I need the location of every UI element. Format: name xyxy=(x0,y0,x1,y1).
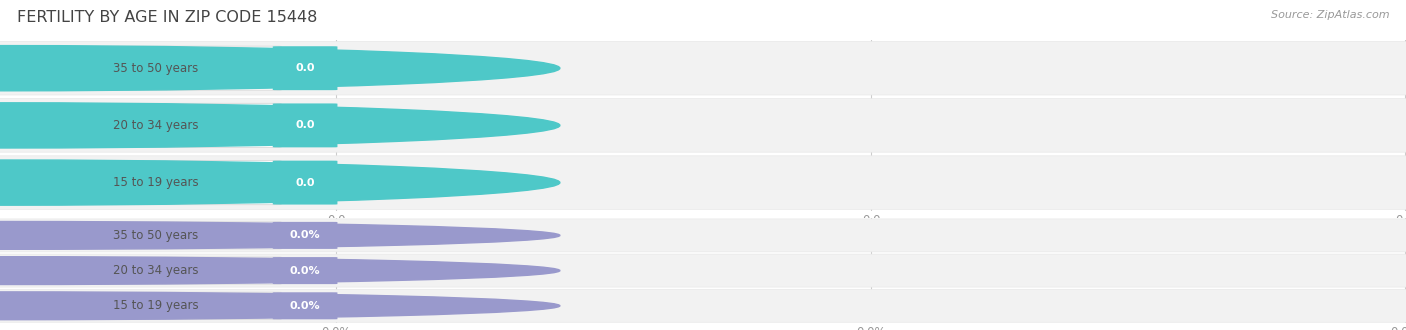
FancyBboxPatch shape xyxy=(273,161,337,205)
Circle shape xyxy=(0,221,560,249)
Text: 0.0: 0.0 xyxy=(295,63,315,73)
Circle shape xyxy=(0,46,560,91)
FancyBboxPatch shape xyxy=(0,254,1406,287)
FancyBboxPatch shape xyxy=(0,46,281,90)
Text: 0.0%: 0.0% xyxy=(290,266,321,276)
Circle shape xyxy=(0,257,560,284)
Text: 0.0: 0.0 xyxy=(295,120,315,130)
Text: 0.0%: 0.0% xyxy=(290,230,321,240)
FancyBboxPatch shape xyxy=(0,292,281,319)
Text: 0.0%: 0.0% xyxy=(290,301,321,311)
Text: 35 to 50 years: 35 to 50 years xyxy=(112,62,198,75)
Text: FERTILITY BY AGE IN ZIP CODE 15448: FERTILITY BY AGE IN ZIP CODE 15448 xyxy=(17,10,318,25)
FancyBboxPatch shape xyxy=(0,156,1406,209)
Text: 20 to 34 years: 20 to 34 years xyxy=(112,264,198,277)
FancyBboxPatch shape xyxy=(0,222,281,249)
FancyBboxPatch shape xyxy=(0,103,281,148)
FancyBboxPatch shape xyxy=(0,219,1406,252)
Text: 15 to 19 years: 15 to 19 years xyxy=(112,299,198,312)
Circle shape xyxy=(0,103,560,148)
Text: 15 to 19 years: 15 to 19 years xyxy=(112,176,198,189)
Text: 35 to 50 years: 35 to 50 years xyxy=(112,229,198,242)
FancyBboxPatch shape xyxy=(0,257,281,284)
FancyBboxPatch shape xyxy=(0,42,1406,95)
Circle shape xyxy=(0,292,560,320)
Text: Source: ZipAtlas.com: Source: ZipAtlas.com xyxy=(1271,10,1389,20)
FancyBboxPatch shape xyxy=(0,289,1406,322)
FancyBboxPatch shape xyxy=(0,161,281,205)
Circle shape xyxy=(0,160,560,205)
Text: 20 to 34 years: 20 to 34 years xyxy=(112,119,198,132)
Text: 0.0: 0.0 xyxy=(295,178,315,187)
FancyBboxPatch shape xyxy=(273,222,337,249)
FancyBboxPatch shape xyxy=(273,46,337,90)
FancyBboxPatch shape xyxy=(273,292,337,319)
FancyBboxPatch shape xyxy=(0,99,1406,152)
FancyBboxPatch shape xyxy=(273,103,337,148)
FancyBboxPatch shape xyxy=(273,257,337,284)
